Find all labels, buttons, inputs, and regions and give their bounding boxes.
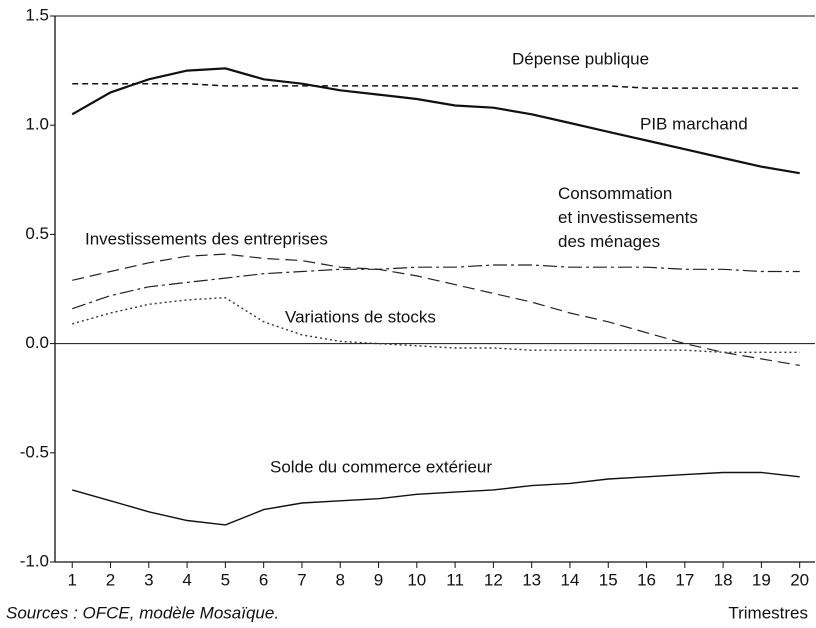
x-tick-label: 13 xyxy=(522,570,541,589)
series-label: PIB marchand xyxy=(640,114,748,133)
x-tick-label: 3 xyxy=(144,570,153,589)
x-tick-label: 12 xyxy=(484,570,503,589)
x-tick-label: 17 xyxy=(675,570,694,589)
series-line xyxy=(72,296,800,353)
x-axis-label: Trimestres xyxy=(728,603,808,622)
y-tick-label: 0.5 xyxy=(25,224,49,243)
y-tick-label: -0.5 xyxy=(20,442,49,461)
x-tick-label: 6 xyxy=(259,570,268,589)
y-tick-label: 1.5 xyxy=(25,5,49,24)
series-label: Dépense publique xyxy=(512,49,649,68)
x-tick-label: 9 xyxy=(374,570,383,589)
series-line xyxy=(72,253,800,366)
x-tick-label: 15 xyxy=(599,570,618,589)
series-line xyxy=(71,67,800,175)
series-label: Consommation et investissements des ménage… xyxy=(558,184,698,251)
x-tick-label: 11 xyxy=(446,570,464,589)
x-tick-label: 20 xyxy=(790,570,809,589)
y-tick-label: -1.0 xyxy=(20,551,49,570)
x-tick-label: 14 xyxy=(561,570,580,589)
series-label: Solde du commerce extérieur xyxy=(270,457,492,476)
x-tick-label: 16 xyxy=(637,570,656,589)
x-tick-label: 8 xyxy=(336,570,345,589)
x-tick-label: 7 xyxy=(297,570,306,589)
x-tick-label: 18 xyxy=(714,570,733,589)
series-label: Variations de stocks xyxy=(285,307,436,326)
series-line xyxy=(72,264,800,310)
series-label: Investissements des entreprises xyxy=(85,229,328,248)
y-tick-label: 1.0 xyxy=(25,115,49,134)
x-tick-label: 1 xyxy=(67,570,76,589)
series-line xyxy=(72,471,800,526)
x-tick-label: 2 xyxy=(106,570,115,589)
x-tick-label: 4 xyxy=(182,570,191,589)
y-tick-label: 0.0 xyxy=(25,333,49,352)
x-tick-label: 10 xyxy=(407,570,426,589)
x-tick-label: 19 xyxy=(752,570,771,589)
source-note: Sources : OFCE, modèle Mosaïque. xyxy=(6,603,279,622)
x-tick-label: 5 xyxy=(221,570,230,589)
series-line xyxy=(72,82,800,89)
